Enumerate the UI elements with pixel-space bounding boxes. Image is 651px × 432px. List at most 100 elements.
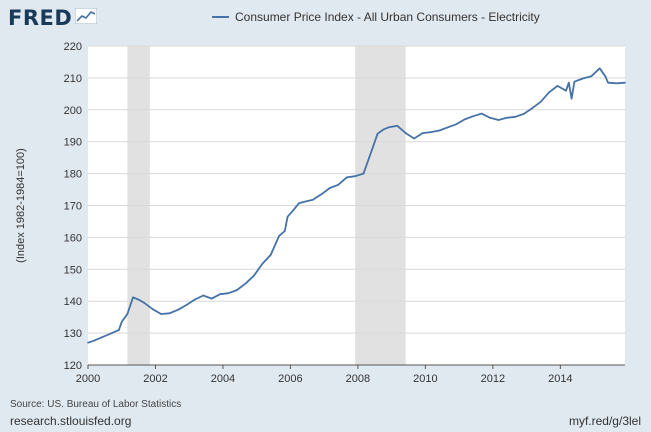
- data-point: [345, 176, 348, 179]
- data-point: [570, 97, 573, 100]
- data-point: [624, 81, 626, 84]
- data-point: [371, 148, 373, 151]
- data-point: [438, 129, 441, 132]
- data-point: [382, 128, 385, 131]
- data-point: [430, 131, 432, 133]
- data-point: [506, 117, 508, 119]
- data-point: [126, 313, 129, 315]
- data-point: [292, 209, 295, 212]
- data-point: [244, 282, 247, 285]
- data-point: [404, 132, 407, 134]
- data-point: [463, 118, 466, 121]
- data-point: [118, 329, 120, 331]
- chart-line-icon: [74, 7, 98, 29]
- data-point: [539, 101, 542, 103]
- data-point: [109, 332, 112, 335]
- x-tick-label: 2008: [346, 373, 370, 385]
- data-point: [278, 235, 281, 237]
- data-point: [92, 340, 95, 342]
- y-tick-label: 130: [64, 328, 82, 340]
- data-point: [396, 125, 399, 127]
- data-point: [312, 199, 314, 201]
- data-point: [137, 298, 140, 301]
- x-tick-label: 2000: [76, 373, 100, 385]
- data-point: [598, 67, 601, 70]
- y-tick-label: 140: [64, 296, 82, 308]
- data-point: [87, 341, 89, 344]
- data-point: [447, 126, 449, 129]
- data-point: [303, 200, 306, 203]
- y-tick-label: 220: [64, 41, 82, 53]
- data-point: [531, 107, 533, 109]
- data-point: [286, 215, 289, 218]
- data-point: [177, 309, 179, 311]
- data-point: [568, 81, 570, 84]
- fred-logo-text: FRED: [8, 6, 73, 30]
- y-tick-label: 120: [64, 360, 82, 372]
- data-point: [151, 308, 154, 311]
- data-point: [590, 75, 593, 78]
- data-point: [329, 187, 331, 189]
- data-point: [472, 115, 475, 117]
- data-point: [253, 274, 255, 277]
- data-point: [132, 296, 134, 299]
- data-point: [219, 293, 221, 296]
- data-point: [261, 263, 264, 265]
- short-url-link[interactable]: myf.red/g/3lel: [568, 414, 641, 428]
- data-point: [168, 312, 171, 315]
- data-point: [497, 119, 500, 121]
- data-point: [354, 175, 356, 177]
- data-point: [582, 77, 584, 80]
- data-point: [565, 89, 567, 92]
- y-tick-label: 200: [64, 105, 82, 117]
- legend-swatch: [212, 16, 229, 18]
- data-point: [455, 123, 458, 125]
- x-tick-label: 2012: [481, 373, 505, 385]
- data-point: [480, 112, 483, 115]
- data-point: [607, 81, 609, 84]
- data-point: [320, 193, 323, 196]
- y-tick-label: 180: [64, 169, 82, 181]
- x-tick-label: 2004: [211, 373, 235, 385]
- data-point: [514, 116, 517, 118]
- data-point: [227, 292, 230, 295]
- data-point: [202, 294, 205, 297]
- x-tick-label: 2010: [413, 373, 437, 385]
- data-point: [548, 91, 550, 94]
- data-point: [101, 336, 103, 339]
- x-tick-label: 2002: [143, 373, 167, 385]
- data-point: [413, 137, 415, 140]
- y-tick-label: 160: [64, 232, 82, 244]
- data-point: [185, 304, 188, 306]
- x-tick-label: 2006: [278, 373, 302, 385]
- data-point: [143, 302, 145, 304]
- data-point: [489, 117, 491, 119]
- y-tick-label: 190: [64, 137, 82, 149]
- data-point: [269, 254, 272, 256]
- data-point: [523, 113, 525, 115]
- data-point: [388, 126, 390, 129]
- x-tick-label: 2014: [548, 373, 572, 385]
- source-note: Source: US. Bureau of Labor Statistics: [10, 399, 182, 410]
- data-point: [298, 202, 300, 205]
- data-point: [573, 80, 576, 83]
- chart-legend: Consumer Price Index - All Urban Consume…: [212, 10, 540, 24]
- data-point: [337, 184, 340, 186]
- data-point: [615, 82, 618, 85]
- data-point: [376, 132, 379, 135]
- data-point: [194, 298, 196, 301]
- y-tick-label: 210: [64, 73, 82, 85]
- y-tick-label: 170: [64, 201, 82, 213]
- fred-logo[interactable]: FRED: [8, 6, 98, 30]
- data-point: [284, 230, 286, 232]
- data-point: [120, 321, 123, 323]
- data-point: [362, 172, 365, 175]
- data-point: [236, 289, 238, 291]
- data-point: [604, 75, 607, 78]
- y-axis-title: (Index 1982-1984=100): [15, 148, 27, 263]
- site-link[interactable]: research.stlouisfed.org: [10, 414, 132, 428]
- legend-label: Consumer Price Index - All Urban Consume…: [235, 10, 540, 24]
- data-point: [210, 297, 213, 300]
- data-point: [160, 313, 162, 315]
